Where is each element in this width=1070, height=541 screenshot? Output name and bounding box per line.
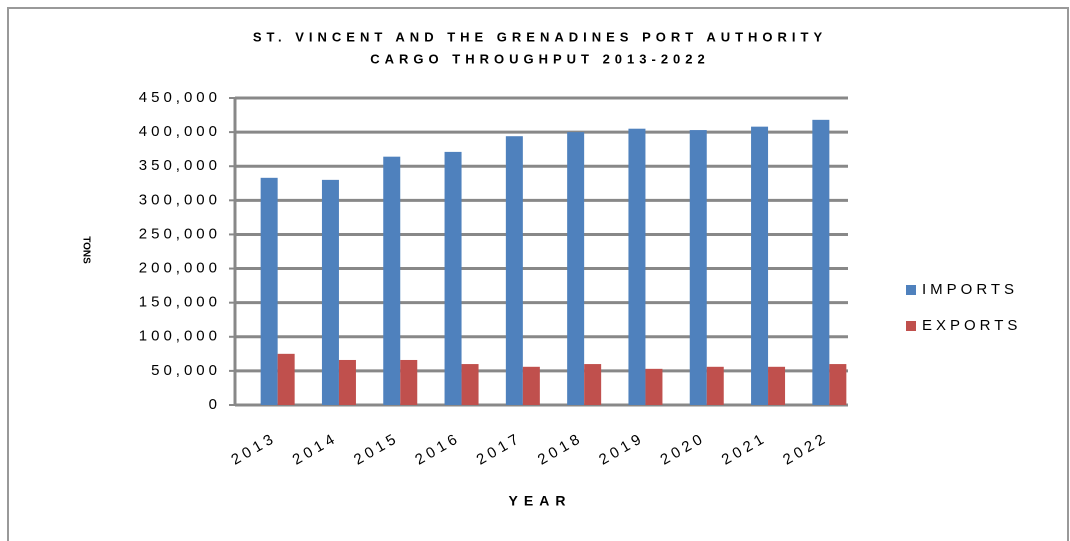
x-tick-label: 2017: [474, 429, 525, 468]
y-tick-label: 250,000: [139, 225, 221, 242]
bar: [768, 366, 786, 405]
bar: [522, 366, 540, 405]
x-tick-label: 2022: [780, 429, 831, 468]
y-tick-label: 50,000: [151, 362, 221, 379]
y-tick-label: 450,000: [139, 89, 221, 106]
x-tick-label: 2016: [412, 429, 463, 468]
chart-title: ST. VINCENT AND THE GRENADINES PORT AUTH…: [253, 29, 827, 44]
x-axis-title: YEAR: [509, 493, 572, 509]
legend-label: IMPORTS: [922, 281, 1018, 298]
y-tick-label: 0: [209, 396, 221, 413]
bar: [461, 364, 479, 405]
legend-swatch: [906, 285, 916, 295]
legend-swatch: [906, 321, 916, 331]
chart-frame: [7, 7, 1069, 541]
bar: [277, 353, 295, 405]
x-tick-label: 2019: [596, 429, 647, 468]
y-tick-label: 200,000: [139, 260, 221, 277]
y-tick-label: 300,000: [139, 191, 221, 208]
x-tick-label: 2015: [351, 429, 402, 468]
bar: [383, 156, 401, 405]
bar: [444, 151, 462, 405]
bar: [567, 132, 585, 405]
bar: [400, 359, 418, 405]
bar: [645, 368, 663, 405]
x-tick-label: 2021: [719, 429, 770, 468]
chart-title: CARGO THROUGHPUT 2013-2022: [370, 51, 710, 66]
bar: [812, 119, 830, 405]
x-tick-label: 2018: [535, 429, 586, 468]
x-tick-label: 2014: [290, 429, 341, 468]
y-tick-label: 350,000: [139, 157, 221, 174]
bar: [751, 126, 769, 406]
y-tick-label: 400,000: [139, 123, 221, 140]
bar: [706, 366, 724, 405]
y-axis-title: TONS: [80, 236, 91, 264]
x-tick-label: 2020: [657, 429, 708, 468]
bar: [321, 179, 339, 405]
bar: [628, 128, 646, 405]
bar: [260, 177, 278, 405]
y-tick-label: 100,000: [139, 328, 221, 345]
legend-label: EXPORTS: [922, 317, 1021, 334]
y-tick-label: 150,000: [139, 294, 221, 311]
bar: [505, 136, 523, 405]
bar: [829, 364, 847, 405]
x-tick-label: 2013: [228, 429, 279, 468]
bar: [689, 130, 707, 405]
bar: [584, 364, 602, 405]
bar: [338, 359, 356, 405]
